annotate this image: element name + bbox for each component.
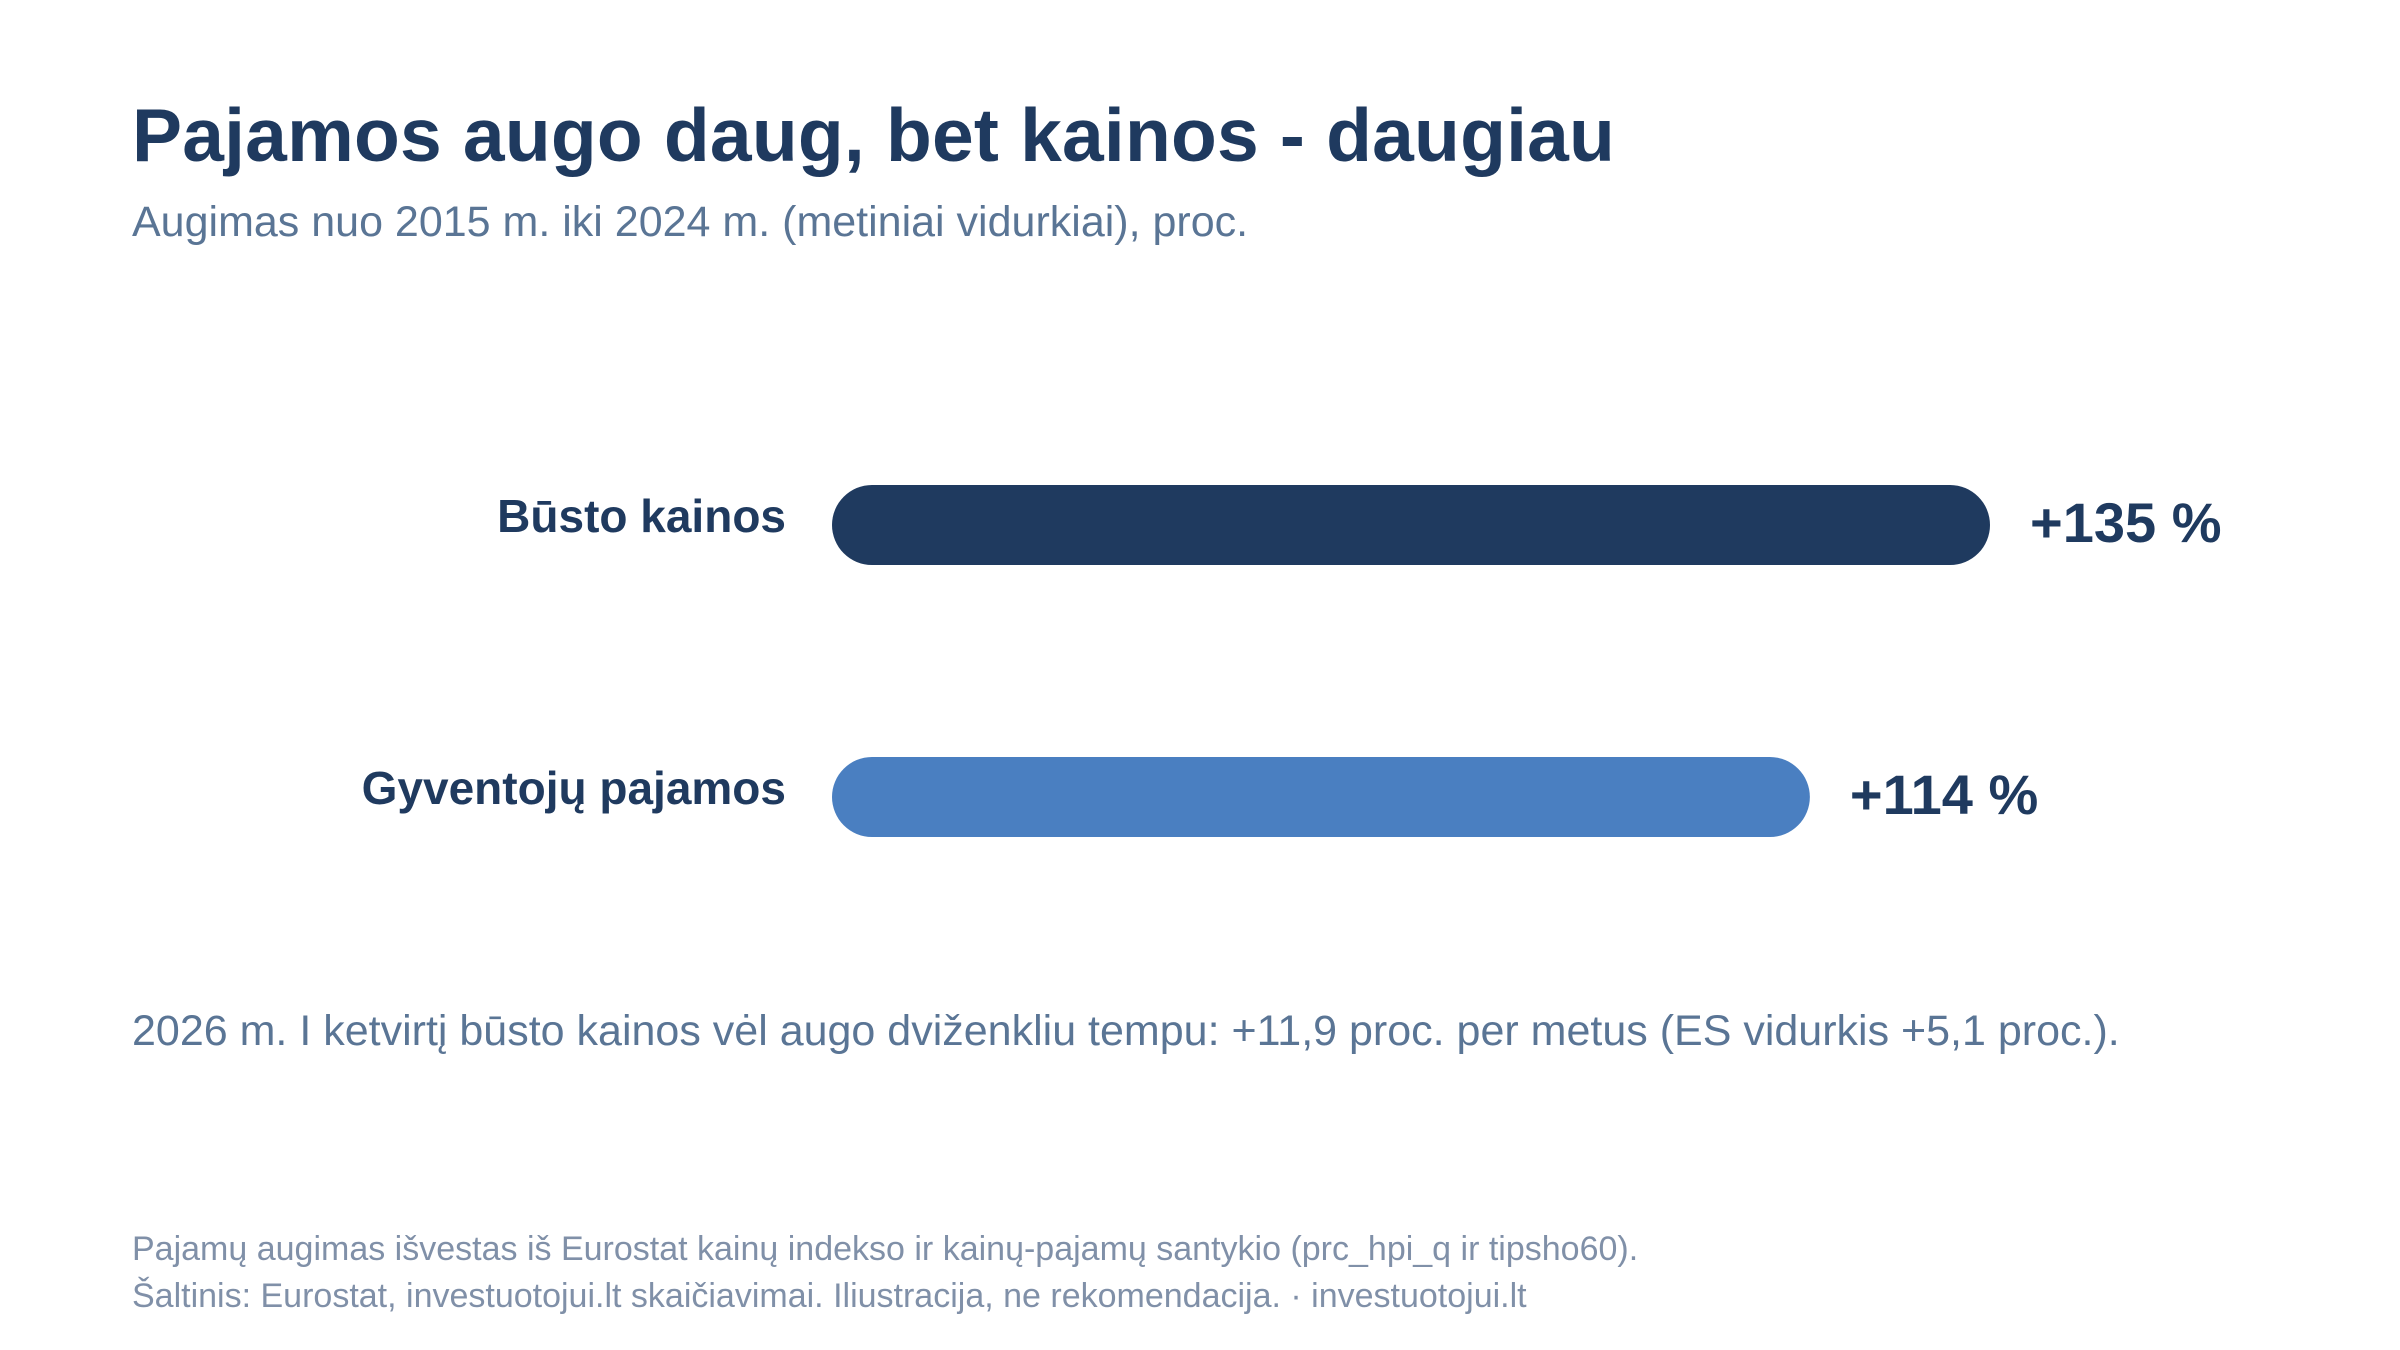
footer-methodology: Pajamų augimas išvestas iš Eurostat kain… [132, 1230, 1639, 1268]
chart-title: Pajamos augo daug, bet kainos - daugiau [132, 93, 1616, 177]
chart-note: 2026 m. I ketvirtį būsto kainos vėl augo… [132, 1007, 2120, 1055]
category-label: Būsto kainos [497, 490, 786, 542]
bar [832, 757, 1810, 837]
chart-subtitle: Augimas nuo 2015 m. iki 2024 m. (metinia… [132, 198, 1249, 246]
category-label: Gyventojų pajamos [362, 762, 786, 814]
bar [832, 485, 1990, 565]
data-label: +114 % [1850, 763, 2038, 826]
data-label: +135 % [2030, 491, 2222, 554]
footer-source: Šaltinis: Eurostat, investuotojui.lt ska… [132, 1277, 1527, 1315]
